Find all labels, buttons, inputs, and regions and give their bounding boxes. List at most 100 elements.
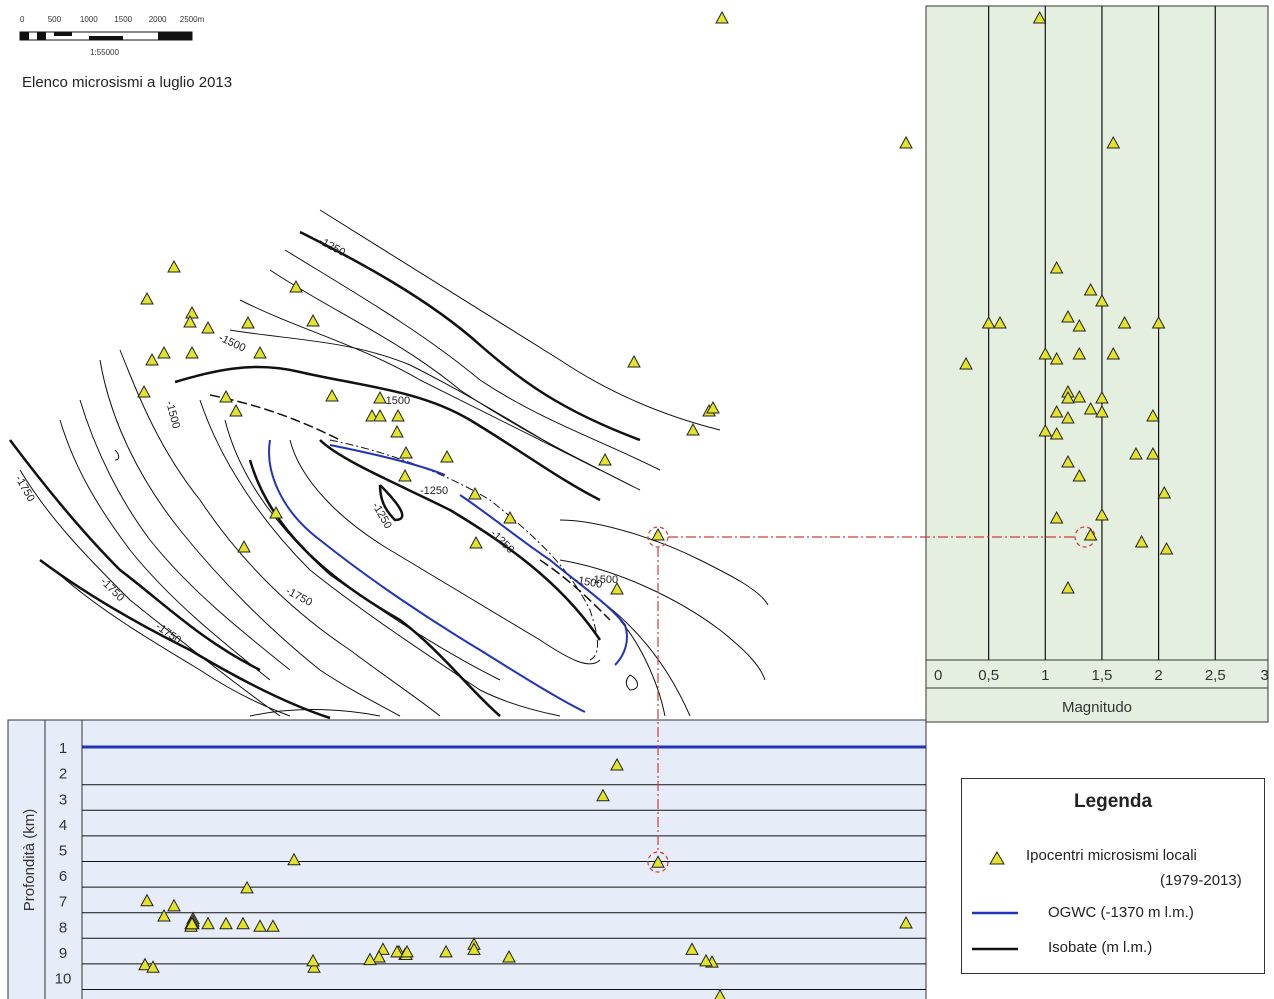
magnitude-point (1159, 541, 1174, 555)
magnitude-point (1072, 346, 1087, 360)
legend-title: Legenda (1073, 791, 1153, 812)
isobate-line (559, 519, 769, 606)
magnitude-point (1072, 389, 1087, 403)
isobate-line (79, 399, 291, 671)
depth-axis-title: Profondità (km) (21, 809, 38, 912)
depth-panel: 1 2 3 4 5 6 7 8 9 10 Profondità (km) (7, 719, 927, 999)
scale-bar-segment (54, 32, 72, 36)
depth-point (610, 757, 624, 771)
isobate-line (59, 419, 271, 681)
depth-point (400, 944, 414, 958)
epicenter-marker (183, 314, 197, 328)
epicenter-marker (468, 486, 482, 500)
epicenter-marker (325, 388, 339, 402)
map-epicenter-markers (137, 10, 913, 595)
isobate-line (378, 484, 404, 522)
isobate-line (299, 230, 641, 442)
scale-bar-segment (89, 36, 123, 40)
scale-tick-label: 2500m (180, 15, 205, 24)
isobate-line (619, 619, 666, 717)
depth-point (287, 852, 301, 866)
isobate-line (114, 449, 120, 461)
contour-label: -1750 (98, 576, 126, 604)
scale-bar-segment (37, 32, 46, 40)
epicenter-marker (145, 352, 159, 366)
magnitude-point (1061, 580, 1075, 594)
legend-item-ogwc: OGWC (-1370 m l.m.) (1048, 904, 1194, 921)
contour-label: -1750 (284, 585, 314, 609)
magnitude-point (1083, 282, 1098, 296)
epicenter-marker (157, 345, 171, 359)
depth-point (685, 942, 699, 955)
depth-tick-label: 3 (59, 791, 67, 808)
depth-point (651, 855, 665, 868)
epicenter-marker (219, 389, 233, 403)
magnitude-tick-label: 3 (1261, 667, 1269, 684)
depth-point (157, 909, 171, 922)
depth-tick-label: 9 (59, 945, 67, 962)
contour-labels: -1250-1500-1500-1750-1750-1750-1750-1500… (12, 235, 618, 647)
scale-bar: 0 500 1000 1500 2000 2500m (19, 15, 205, 41)
magnitude-point (1083, 527, 1098, 541)
isobate-line (559, 559, 766, 681)
epicenter-marker (140, 291, 154, 305)
magnitude-tick-labels: 0 0,5 1 1,5 2 2,5 3 (934, 667, 1269, 684)
epicenter-marker (373, 390, 387, 404)
magnitude-point (1049, 404, 1064, 418)
magnitude-tick-label: 1 (1041, 667, 1049, 684)
depth-tick-label: 5 (59, 843, 67, 860)
contour-label: -1250 (317, 235, 347, 259)
legend-item-hypocenters-period: (1979-2013) (1160, 872, 1242, 889)
depth-point (266, 919, 280, 932)
magnitude-point (1061, 454, 1075, 468)
magnitude-point (1038, 423, 1053, 437)
depth-tick-label: 8 (59, 919, 67, 936)
epicenter-marker (651, 527, 665, 541)
legend-item-hypocenters: Ipocentri microsismi locali (1026, 847, 1197, 864)
magnitude-plot-area (925, 5, 1269, 723)
depth-tick-label: 10 (55, 971, 72, 988)
epicenter-marker (440, 449, 454, 463)
epicenter-marker (185, 305, 199, 319)
depth-point (699, 953, 713, 967)
depth-tick-label: 2 (59, 766, 67, 783)
depth-point (502, 949, 516, 963)
isobate-line (199, 399, 561, 717)
depth-point (201, 916, 215, 930)
depth-point (236, 916, 250, 930)
epicenter-marker (899, 135, 913, 149)
isobate-line (239, 299, 601, 471)
depth-point (306, 953, 320, 967)
epicenter-marker (253, 345, 267, 359)
isobate-contours (9, 209, 769, 720)
legend-item-isobate: Isobate (m l.m.) (1048, 939, 1153, 956)
magnitude-axis-title: Magnitudo (1062, 699, 1132, 716)
epicenter-marker (373, 408, 387, 422)
depth-tick-label: 4 (59, 817, 67, 834)
magnitude-point (1061, 390, 1075, 404)
highlight-circle-depth (647, 851, 669, 873)
scale-tick-label: 0 (20, 15, 25, 24)
epicenter-marker (137, 384, 151, 398)
scale-bar-ticks: 0 500 1000 1500 2000 2500m (20, 15, 205, 24)
depth-point (596, 788, 610, 802)
legend: Legenda Ipocentri microsismi locali (197… (961, 778, 1265, 974)
depth-point (138, 957, 152, 971)
depth-point (376, 942, 390, 955)
magnitude-tick-label: 0 (934, 667, 942, 684)
ogwc-segment (268, 439, 586, 713)
depth-point (140, 893, 154, 907)
magnitude-point (1049, 426, 1064, 440)
depth-panel-frame (7, 719, 927, 999)
depth-point (714, 988, 726, 999)
magnitude-point (1095, 404, 1109, 418)
isobate-line (329, 439, 598, 661)
depth-point (372, 949, 386, 963)
epicenter-marker (715, 10, 729, 24)
depth-tick-label: 6 (59, 868, 67, 885)
magnitude-point (1117, 315, 1132, 329)
scale-tick-label: 500 (48, 15, 62, 24)
depth-point (899, 915, 913, 929)
